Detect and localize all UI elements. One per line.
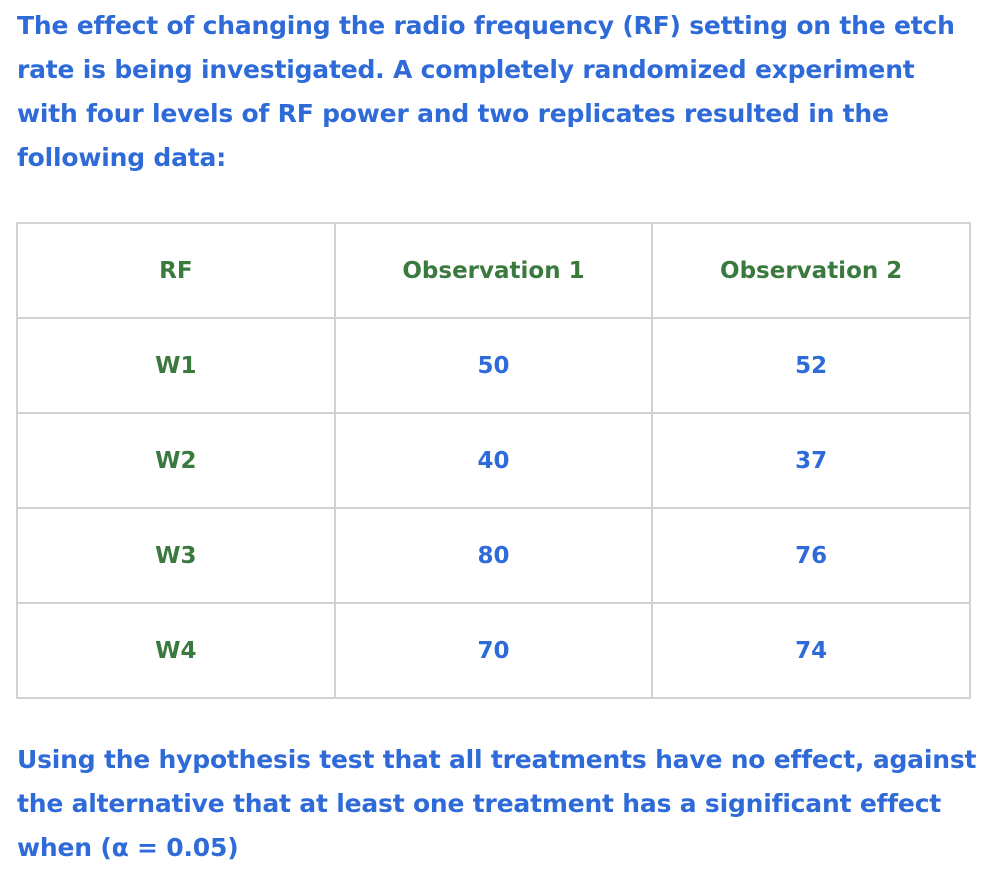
observation-2-cell: 74 <box>651 602 971 699</box>
rf-level-cell: W1 <box>16 317 336 414</box>
column-header-observation-2: Observation 2 <box>651 222 971 319</box>
rf-level-cell: W2 <box>16 412 336 509</box>
observation-1-cell: 50 <box>333 317 654 414</box>
table-row: W3 80 76 <box>16 507 971 604</box>
problem-intro-text: The effect of changing the radio frequen… <box>17 11 955 172</box>
rf-observation-table: RF Observation 1 Observation 2 W1 50 52 … <box>16 222 971 699</box>
observation-2-cell: 37 <box>651 412 971 509</box>
table-row: W1 50 52 <box>16 317 971 414</box>
observation-1-cell: 70 <box>333 602 654 699</box>
observation-2-cell: 76 <box>651 507 971 604</box>
column-header-rf: RF <box>16 222 336 319</box>
hypothesis-question-text: Using the hypothesis test that all treat… <box>17 745 977 862</box>
table-row: W2 40 37 <box>16 412 971 509</box>
observation-1-cell: 80 <box>333 507 654 604</box>
observation-1-cell: 40 <box>333 412 654 509</box>
column-header-observation-1: Observation 1 <box>333 222 654 319</box>
table-header-row: RF Observation 1 Observation 2 <box>16 222 971 319</box>
rf-level-cell: W3 <box>16 507 336 604</box>
rf-level-cell: W4 <box>16 602 336 699</box>
table-row: W4 70 74 <box>16 602 971 699</box>
observation-2-cell: 52 <box>651 317 971 414</box>
